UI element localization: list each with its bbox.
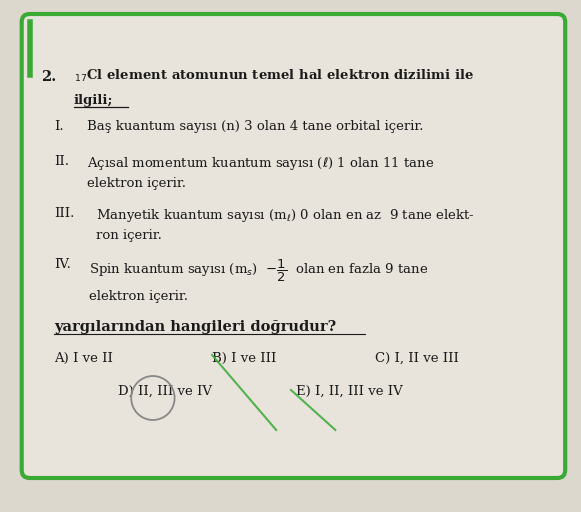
Text: Spin kuantum sayısı (m$_s$)  $-\dfrac{1}{2}$  olan en fazla 9 tane: Spin kuantum sayısı (m$_s$) $-\dfrac{1}{… (89, 258, 428, 284)
Text: ron içerir.: ron içerir. (96, 229, 162, 242)
Text: Açısal momentum kuantum sayısı ($\ell$) 1 olan 11 tane: Açısal momentum kuantum sayısı ($\ell$) … (87, 155, 434, 172)
Text: IV.: IV. (54, 258, 71, 271)
Text: $_{17}$Cl element atomunun temel hal elektron dizilimi ile: $_{17}$Cl element atomunun temel hal ele… (74, 68, 474, 84)
Text: A) I ve II: A) I ve II (54, 352, 113, 365)
Text: D) II, III ve IV: D) II, III ve IV (119, 385, 213, 398)
Text: B) I ve III: B) I ve III (212, 352, 277, 365)
Text: III.: III. (54, 207, 74, 220)
Text: I.: I. (54, 120, 64, 133)
Text: II.: II. (54, 155, 69, 168)
Text: Manyetik kuantum sayısı (m$_{\ell}$) 0 olan en az  9 tane elekt-: Manyetik kuantum sayısı (m$_{\ell}$) 0 o… (96, 207, 475, 224)
Text: ilgili;: ilgili; (74, 94, 113, 107)
Text: E) I, II, III ve IV: E) I, II, III ve IV (296, 385, 403, 398)
Text: Baş kuantum sayısı (n) 3 olan 4 tane orbital içerir.: Baş kuantum sayısı (n) 3 olan 4 tane orb… (87, 120, 424, 133)
Text: yargılarından hangileri doğrudur?: yargılarından hangileri doğrudur? (54, 320, 336, 334)
Text: C) I, II ve III: C) I, II ve III (375, 352, 458, 365)
Text: 2.: 2. (41, 70, 57, 84)
Text: elektron içerir.: elektron içerir. (87, 177, 186, 190)
FancyBboxPatch shape (21, 14, 565, 478)
Text: elektron içerir.: elektron içerir. (89, 290, 188, 303)
